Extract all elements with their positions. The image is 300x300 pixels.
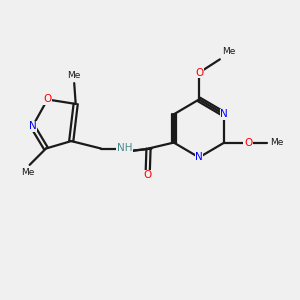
Text: O: O bbox=[195, 68, 203, 78]
Text: Me: Me bbox=[222, 47, 236, 56]
Text: O: O bbox=[244, 138, 252, 148]
Text: Me: Me bbox=[68, 70, 81, 80]
Text: N: N bbox=[29, 121, 37, 131]
Text: NH: NH bbox=[117, 143, 133, 153]
Text: N: N bbox=[195, 152, 203, 162]
Text: O: O bbox=[143, 170, 152, 180]
Text: N: N bbox=[220, 109, 228, 119]
Text: Me: Me bbox=[22, 168, 35, 177]
Text: Me: Me bbox=[270, 138, 283, 147]
Text: O: O bbox=[43, 94, 52, 104]
